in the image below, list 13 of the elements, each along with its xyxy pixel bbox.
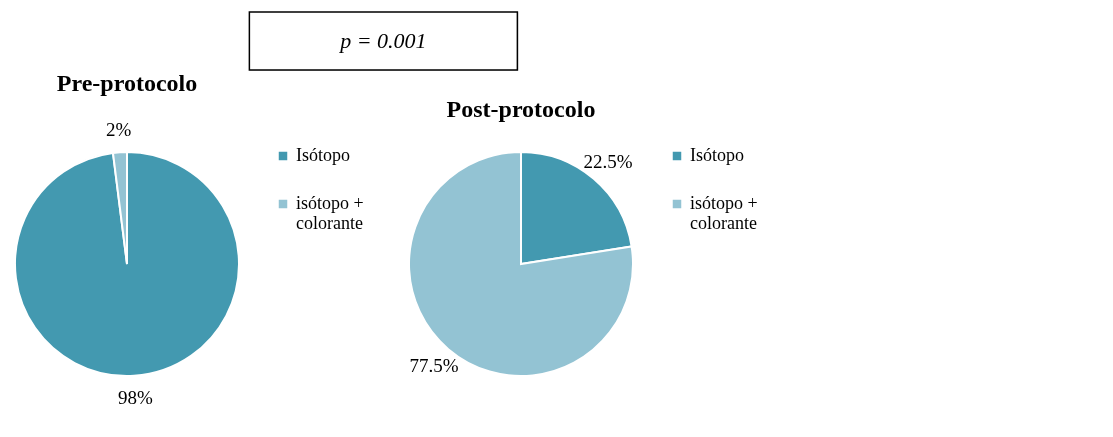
pie-slice xyxy=(14,151,240,377)
chart-title: Post-protocolo xyxy=(446,96,596,122)
legend-label: Isótopo xyxy=(690,145,744,165)
chart-title: Pre-protocolo xyxy=(56,70,198,97)
data-label: 2% xyxy=(105,119,132,141)
data-label: 77.5% xyxy=(409,354,459,376)
legend-label: Isótopo xyxy=(296,145,350,165)
text: p = 0.001 xyxy=(338,28,427,53)
pie-slice xyxy=(408,151,634,377)
legend-label: isótopo + colorante xyxy=(296,193,364,233)
data-label: 22.5% xyxy=(583,151,633,173)
data-label: 98% xyxy=(118,386,153,408)
legend-label: isótopo + colorante xyxy=(690,193,758,233)
